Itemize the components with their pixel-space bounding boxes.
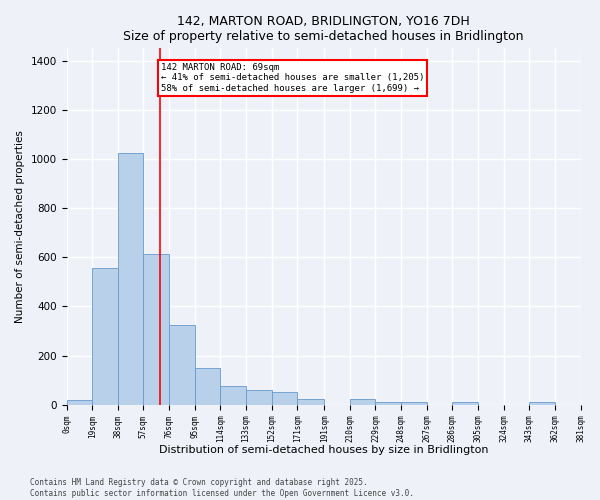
Bar [220, 386, 246, 405]
Bar [529, 402, 555, 405]
Bar [67, 400, 92, 405]
Bar [118, 153, 143, 405]
Text: Contains HM Land Registry data © Crown copyright and database right 2025.
Contai: Contains HM Land Registry data © Crown c… [30, 478, 414, 498]
Bar [350, 398, 376, 405]
Bar [376, 402, 401, 405]
Text: 142 MARTON ROAD: 69sqm
← 41% of semi-detached houses are smaller (1,205)
58% of : 142 MARTON ROAD: 69sqm ← 41% of semi-det… [161, 63, 424, 93]
Bar [92, 268, 118, 405]
Bar [246, 390, 272, 405]
X-axis label: Distribution of semi-detached houses by size in Bridlington: Distribution of semi-detached houses by … [159, 445, 488, 455]
Bar [297, 398, 324, 405]
Bar [401, 402, 427, 405]
Bar [272, 392, 297, 405]
Y-axis label: Number of semi-detached properties: Number of semi-detached properties [15, 130, 25, 323]
Bar [194, 368, 220, 405]
Title: 142, MARTON ROAD, BRIDLINGTON, YO16 7DH
Size of property relative to semi-detach: 142, MARTON ROAD, BRIDLINGTON, YO16 7DH … [123, 15, 524, 43]
Bar [169, 325, 194, 405]
Bar [143, 254, 169, 405]
Bar [452, 402, 478, 405]
